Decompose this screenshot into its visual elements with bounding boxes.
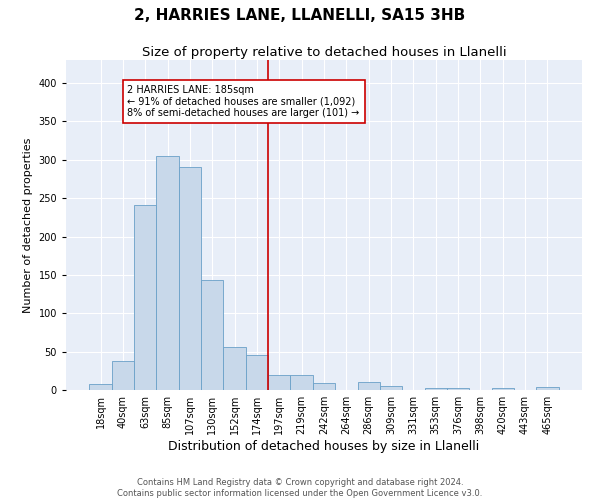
Text: 2 HARRIES LANE: 185sqm
← 91% of detached houses are smaller (1,092)
8% of semi-d: 2 HARRIES LANE: 185sqm ← 91% of detached… (127, 84, 359, 118)
Bar (134, 205, 157, 390)
Title: Size of property relative to detached houses in Llanelli: Size of property relative to detached ho… (142, 46, 506, 59)
Bar (179, 166, 201, 390)
X-axis label: Distribution of detached houses by size in Llanelli: Distribution of detached houses by size … (169, 440, 479, 453)
Text: 2, HARRIES LANE, LLANELLI, SA15 3HB: 2, HARRIES LANE, LLANELLI, SA15 3HB (134, 8, 466, 22)
Y-axis label: Number of detached properties: Number of detached properties (23, 138, 33, 312)
Bar (290, 374, 313, 390)
Bar (380, 386, 402, 390)
Bar (447, 388, 469, 390)
Bar (112, 361, 134, 390)
Bar (313, 383, 335, 390)
Bar (358, 382, 380, 390)
Bar (246, 354, 268, 390)
Bar (268, 374, 290, 390)
Text: Contains HM Land Registry data © Crown copyright and database right 2024.
Contai: Contains HM Land Registry data © Crown c… (118, 478, 482, 498)
Bar (201, 280, 223, 390)
Bar (157, 156, 179, 390)
Bar (491, 388, 514, 390)
Bar (89, 384, 112, 390)
Bar (223, 347, 246, 390)
Bar (536, 387, 559, 390)
Bar (425, 388, 447, 390)
